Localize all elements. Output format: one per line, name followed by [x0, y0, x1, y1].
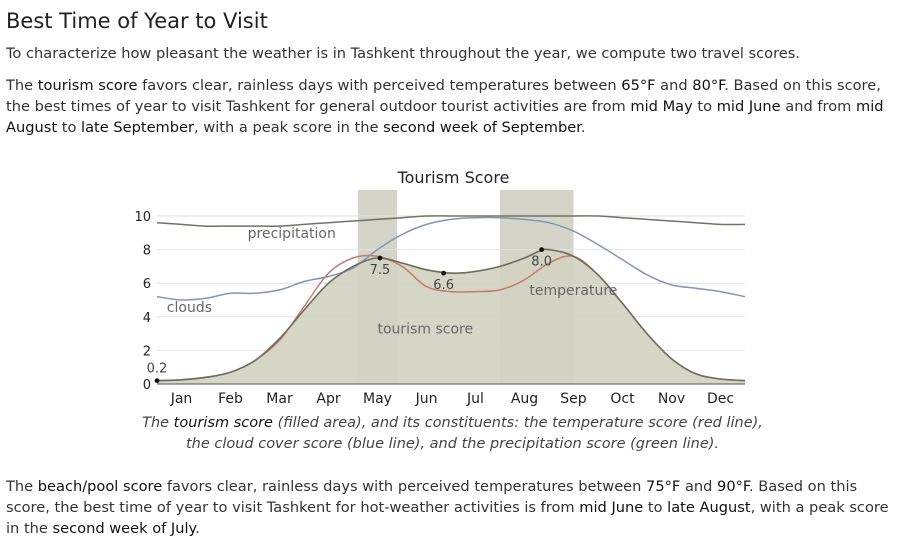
- highlight-beach-end: late August: [667, 499, 751, 516]
- highlight-beach-peak: second week of July: [52, 520, 196, 537]
- x-tick-label-mar: Mar: [266, 391, 293, 407]
- highlight-beach-temp-low: 75°F: [646, 478, 681, 495]
- chart-title: Tourism Score: [397, 168, 510, 187]
- chart-caption: The tourism score (filled area), and its…: [140, 413, 765, 455]
- text: and: [680, 478, 718, 495]
- annotation-point-3: [441, 270, 447, 276]
- x-tick-label-may: May: [363, 391, 392, 407]
- highlight-beach-score: beach/pool score: [37, 478, 163, 495]
- x-tick-label-feb: Feb: [218, 391, 243, 407]
- page-heading: Best Time of Year to Visit: [6, 9, 268, 33]
- tourism-score-area: [157, 249, 745, 384]
- text: favors clear, rainless days with perceiv…: [162, 478, 647, 495]
- precipitation-line: [156, 215, 746, 227]
- text: to: [692, 98, 717, 115]
- text: to: [57, 119, 82, 136]
- text: , with a peak score in the: [6, 499, 889, 537]
- text: , with a peak score in the: [194, 119, 384, 136]
- highlight-period-end-2: late September: [81, 119, 195, 136]
- x-tick-label-jun: Jun: [415, 391, 438, 407]
- highlight-tourism-score: tourism score: [37, 77, 138, 94]
- x-tick-label-sep: Sep: [560, 391, 587, 407]
- x-tick-label-apr: Apr: [316, 391, 340, 407]
- x-tick-label-dec: Dec: [707, 391, 734, 407]
- highlight-period-end-1: mid June: [716, 98, 781, 115]
- x-tick-label-jan: Jan: [170, 391, 193, 407]
- annotation-point-4: [539, 247, 545, 253]
- x-tick-label-jul: Jul: [466, 391, 484, 407]
- text: .: [580, 119, 586, 136]
- annotation-value-2: 7.5: [370, 263, 391, 278]
- intro-paragraph: To characterize how pleasant the weather…: [6, 45, 800, 62]
- highlight-temp-high: 80°F: [692, 77, 725, 94]
- y-tick-label-0: 0: [143, 378, 151, 393]
- annotation-value-4: 8.0: [531, 255, 552, 270]
- series-label-clouds: clouds: [167, 300, 212, 316]
- text: The: [6, 77, 38, 94]
- tourism-score-line: [156, 248, 746, 382]
- text: The: [6, 478, 38, 495]
- y-tick-label-2: 2: [143, 344, 151, 359]
- text: .: [195, 520, 200, 537]
- text: favors clear, rainless days with perceiv…: [137, 77, 622, 94]
- annotation-value-1: 0.2: [147, 362, 168, 377]
- highlight-beach-temp-high: 90°F: [717, 478, 749, 495]
- y-tick-label-10: 10: [134, 210, 151, 225]
- x-tick-label-nov: Nov: [658, 391, 685, 407]
- y-tick-label-6: 6: [143, 277, 151, 292]
- text: to: [643, 499, 668, 516]
- series-label-precipitation: precipitation: [248, 226, 336, 242]
- highlight-peak: second week of September: [383, 119, 581, 136]
- highlight-period-start-2: mid August: [6, 98, 884, 136]
- series-label-temperature: temperature: [529, 283, 617, 299]
- text: and: [655, 77, 693, 94]
- caption-highlight: tourism score: [173, 415, 273, 431]
- highlight-temp-low: 65°F: [621, 77, 656, 94]
- x-tick-label-oct: Oct: [610, 391, 635, 407]
- tourism-paragraph: The tourism score favors clear, rainless…: [6, 75, 896, 138]
- annotation-point-2: [377, 255, 383, 261]
- text: . Based on this score, the best time of …: [6, 478, 858, 516]
- highlight-period-start-1: mid May: [630, 98, 693, 115]
- text: The: [142, 415, 174, 431]
- highlight-beach-start: mid June: [579, 499, 644, 516]
- y-tick-label-4: 4: [143, 311, 151, 326]
- x-tick-label-aug: Aug: [511, 391, 538, 407]
- text: and from: [780, 98, 856, 115]
- text: . Based on this score, the best times of…: [6, 77, 881, 115]
- annotation-point-1: [154, 378, 160, 384]
- y-tick-label-8: 8: [143, 244, 151, 259]
- annotation-value-3: 6.6: [433, 278, 454, 293]
- text: (filled area), and its constituents: the…: [185, 415, 763, 452]
- series-label-tourism-score: tourism score: [378, 322, 474, 338]
- clouds-line: [156, 216, 746, 301]
- beach-paragraph: The beach/pool score favors clear, rainl…: [6, 476, 896, 539]
